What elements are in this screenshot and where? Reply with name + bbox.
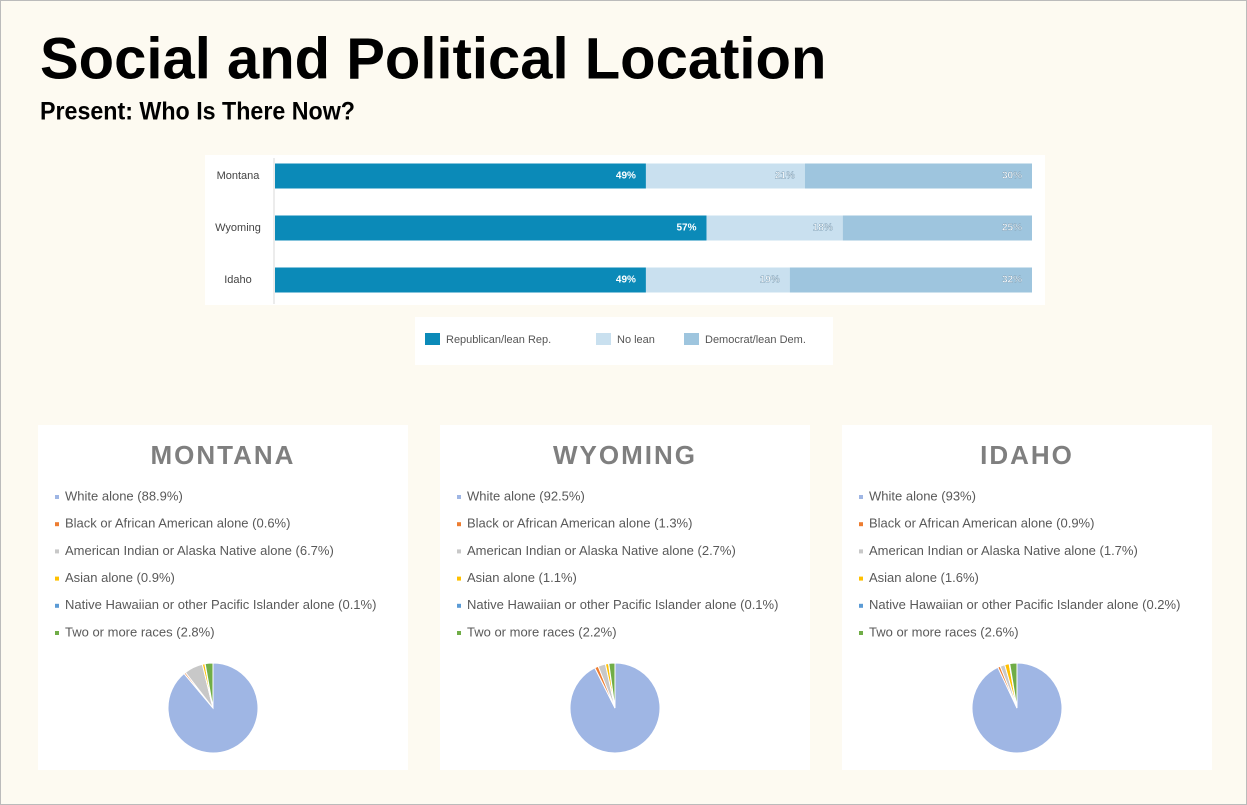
bar-segment — [842, 215, 1032, 241]
legend-label: White alone (92.5%) — [467, 488, 585, 503]
legend-label: Democrat/lean Dem. — [705, 334, 806, 346]
legend-label: Native Hawaiian or other Pacific Islande… — [869, 597, 1180, 612]
data-label: 30% — [1002, 171, 1022, 182]
legend-label: No lean — [617, 334, 655, 346]
legend-swatch — [457, 549, 461, 554]
legend-label: Republican/lean Rep. — [446, 334, 551, 346]
y-tick-label: Montana — [217, 170, 261, 182]
bar-segment — [645, 163, 805, 189]
legend-swatch — [457, 631, 461, 635]
legend-label: Two or more races (2.2%) — [467, 624, 617, 639]
bar-segment — [706, 215, 843, 241]
legend-swatch — [55, 549, 59, 554]
legend-swatch — [859, 603, 863, 608]
legend-label: Asian alone (1.1%) — [467, 570, 577, 585]
data-label: 21% — [775, 171, 795, 182]
data-label: 25% — [1002, 223, 1022, 234]
legend-swatch — [55, 576, 59, 581]
legend-swatch — [859, 576, 863, 581]
legend-swatch — [859, 495, 863, 499]
legend-swatch — [859, 631, 863, 635]
data-label: 49% — [616, 275, 636, 286]
pie-title: IDAHO — [980, 440, 1074, 470]
data-label: 32% — [1002, 275, 1022, 286]
legend-label: Two or more races (2.6%) — [869, 624, 1019, 639]
legend-swatch — [55, 495, 59, 499]
pie-slice — [1009, 662, 1018, 709]
bar-segment — [275, 163, 646, 189]
y-tick-label: Wyoming — [215, 222, 261, 234]
pie-slice — [608, 662, 616, 709]
pie-title: WYOMING — [553, 440, 697, 470]
legend-swatch — [457, 603, 461, 608]
legend-panel — [415, 317, 833, 365]
legend-label: White alone (88.9%) — [65, 488, 183, 503]
legend-label: American Indian or Alaska Native alone (… — [65, 543, 334, 558]
legend-swatch — [859, 549, 863, 554]
legend-label: Native Hawaiian or other Pacific Islande… — [467, 597, 778, 612]
bar-segment — [645, 267, 790, 293]
data-label: 19% — [760, 275, 780, 286]
legend-label: Two or more races (2.8%) — [65, 624, 215, 639]
legend-label: White alone (93%) — [869, 488, 976, 503]
legend-swatch — [457, 522, 461, 527]
pie-slice — [204, 662, 214, 709]
data-label: 49% — [616, 171, 636, 182]
legend-swatch — [859, 522, 863, 527]
legend-swatch — [457, 495, 461, 499]
legend-label: American Indian or Alaska Native alone (… — [869, 543, 1138, 558]
page-subtitle: Present: Who Is There Now? — [40, 98, 355, 126]
legend-swatch — [684, 333, 699, 345]
legend-swatch — [425, 333, 440, 345]
bar-segment — [275, 215, 707, 241]
y-tick-label: Idaho — [224, 274, 252, 286]
legend-label: Black or African American alone (1.3%) — [467, 516, 692, 531]
pie-title: MONTANA — [151, 440, 296, 470]
data-label: 57% — [676, 223, 696, 234]
legend-swatch — [457, 576, 461, 581]
legend-swatch — [55, 522, 59, 527]
legend-label: Black or African American alone (0.6%) — [65, 516, 290, 531]
legend-label: Asian alone (0.9%) — [65, 570, 175, 585]
bar-segment — [789, 267, 1032, 293]
bar-segment — [275, 267, 646, 293]
legend-label: Native Hawaiian or other Pacific Islande… — [65, 597, 376, 612]
legend-label: Asian alone (1.6%) — [869, 570, 979, 585]
legend-label: Black or African American alone (0.9%) — [869, 516, 1094, 531]
legend-label: American Indian or Alaska Native alone (… — [467, 543, 736, 558]
data-label: 18% — [813, 223, 833, 234]
bar-segment — [804, 163, 1032, 189]
page-title: Social and Political Location — [40, 26, 826, 91]
legend-swatch — [55, 631, 59, 635]
legend-swatch — [55, 603, 59, 608]
legend-swatch — [596, 333, 611, 345]
